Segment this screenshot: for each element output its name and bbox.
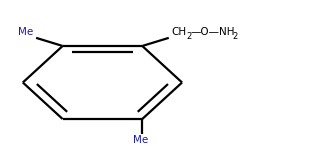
Text: Me: Me <box>133 135 148 145</box>
Text: —O—NH: —O—NH <box>190 27 235 37</box>
Text: 2: 2 <box>232 32 238 41</box>
Text: 2: 2 <box>187 32 192 41</box>
Text: CH: CH <box>171 27 186 37</box>
Text: Me: Me <box>19 27 34 37</box>
